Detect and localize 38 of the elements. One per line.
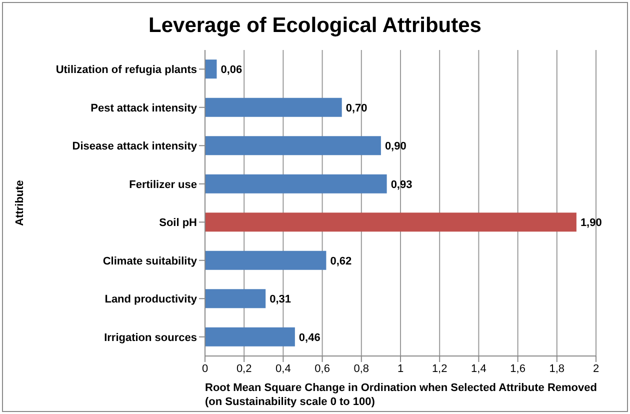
y-tick-label: Fertilizer use <box>129 178 197 191</box>
y-tick-label: Utilization of refugia plants <box>56 64 197 76</box>
bar <box>205 174 387 194</box>
data-label: 1,90 <box>580 217 602 230</box>
x-tick-label: 1,8 <box>549 362 565 375</box>
y-tick-label: Pest attack intensity <box>90 102 198 114</box>
data-label: 0,62 <box>330 255 352 268</box>
y-tick-label: Soil pH <box>159 217 198 230</box>
bar <box>205 136 381 156</box>
x-tick-label: 1,4 <box>471 362 486 375</box>
data-label: 0,70 <box>346 102 368 114</box>
bar <box>205 60 217 79</box>
x-tick-label: 1,2 <box>432 362 448 375</box>
y-tick-label: Irrigation sources <box>104 332 197 344</box>
bar <box>205 212 576 232</box>
bar <box>205 98 342 117</box>
data-label: 0,90 <box>384 140 406 153</box>
chart-title: Leverage of Ecological Attributes <box>148 14 482 38</box>
data-label: 0,93 <box>390 178 412 191</box>
x-axis-title: Root Mean Square Change in Ordination when Selected Attribute Removed (on Sustainability scale 0 to 100) <box>205 381 597 409</box>
y-tick-label: Disease attack intensity <box>72 140 198 153</box>
bar <box>205 250 326 270</box>
bar <box>205 289 266 308</box>
y-tick-label: Land productivity <box>104 294 198 306</box>
data-label: 0,31 <box>270 294 292 306</box>
x-tick-label: 0 <box>202 362 208 375</box>
y-tick-label: Climate suitability <box>102 255 198 268</box>
x-tick-label: 0,4 <box>276 362 291 375</box>
x-tick-label: 0,8 <box>354 362 370 375</box>
y-axis-title: Attribute <box>14 180 26 226</box>
x-tick-label: 0,6 <box>314 362 330 375</box>
data-label: 0,06 <box>220 64 242 76</box>
x-tick-label: 2 <box>592 362 600 375</box>
x-tick-label: 1 <box>397 362 404 375</box>
x-tick-label: 1,6 <box>510 362 526 375</box>
bar <box>205 327 295 346</box>
data-label: 0,46 <box>298 332 320 344</box>
x-tick-label: 0,2 <box>236 362 252 375</box>
